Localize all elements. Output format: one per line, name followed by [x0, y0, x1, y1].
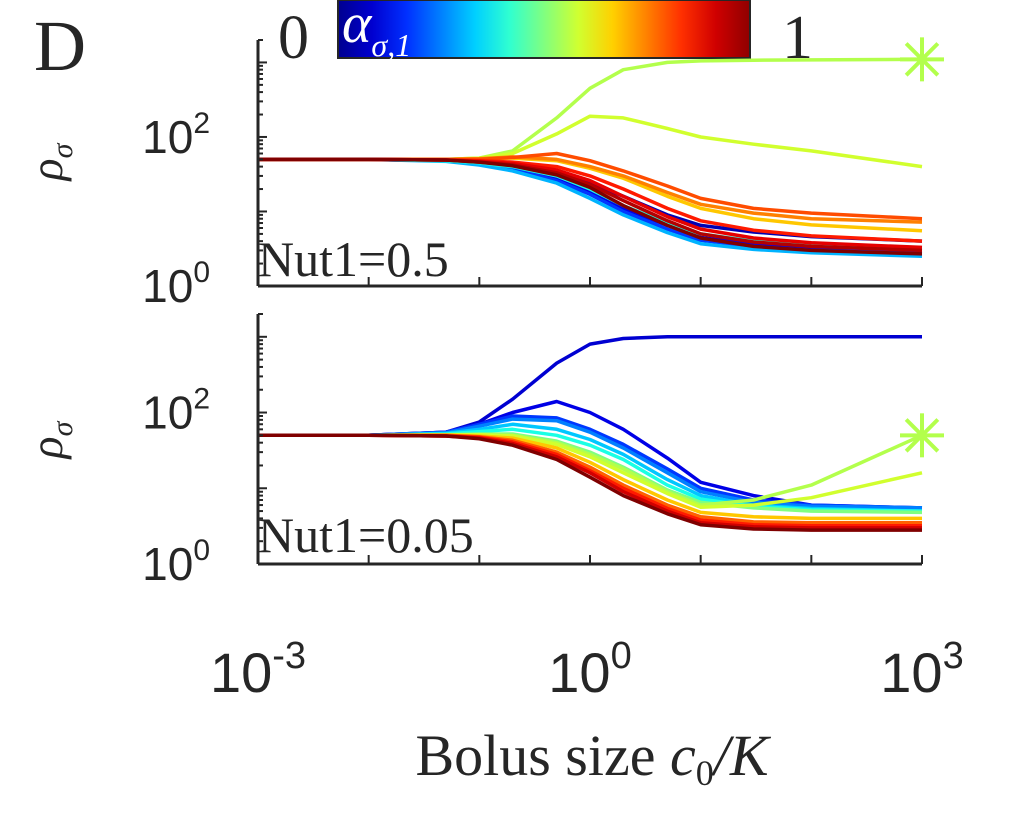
bottom-axes: [256, 313, 923, 566]
top-y-tick-label: 100: [142, 256, 210, 312]
top-y-tick-base: 10: [142, 111, 193, 163]
x-tick-base: 10: [210, 641, 272, 704]
colorbar-max-label: 1: [782, 4, 813, 72]
x-tick-exp: 3: [943, 635, 964, 677]
x-tick-base: 10: [548, 641, 610, 704]
top-series-line-14: [258, 157, 923, 256]
x-axis-label-math: c: [670, 723, 696, 788]
bottom-y-tick-base: 10: [142, 387, 193, 439]
top-y-tick-label: 102: [142, 107, 210, 163]
top-series-group: [258, 37, 944, 259]
top-y-tick-base: 10: [142, 260, 193, 312]
bottom-y-tick-base: 10: [142, 538, 193, 590]
x-tick-base: 10: [880, 641, 942, 704]
top-ylabel-main: ρ: [21, 158, 72, 182]
bottom-annotation: Nut1=0.05: [258, 507, 474, 563]
x-tick-label: 103: [880, 635, 963, 704]
colorbar-gradient: [337, 0, 751, 59]
x-tick-labels: 10-3 100 103: [210, 635, 964, 704]
x-axis-label-sub: 0: [696, 753, 714, 793]
bottom-series-line-14: [258, 433, 922, 532]
bottom-series-line-1: [258, 335, 922, 438]
bottom-y-tick-label: 102: [142, 383, 210, 439]
colorbar-label-main: α: [342, 0, 373, 55]
top-y-tick-exp: 0: [193, 256, 210, 289]
bottom-y-tick-exp: 2: [193, 383, 210, 416]
top-series-line-1: [258, 57, 923, 162]
bottom-y-tick-label: 100: [142, 534, 210, 590]
x-axis-label-rest: /K: [711, 723, 772, 788]
bottom-ylabel-sub: σ: [46, 420, 79, 436]
bottom-star-marker: [900, 413, 944, 458]
x-tick-exp: -3: [272, 635, 306, 677]
colorbar-min-label: 0: [278, 4, 309, 72]
colorbar-label-sub: σ,1: [371, 27, 411, 63]
panel-label: D: [34, 6, 86, 86]
x-axis-label-text: Bolus size: [415, 723, 670, 788]
bottom-y-tick-exp: 0: [193, 534, 210, 567]
x-axis-label: Bolus size c0/K: [415, 723, 771, 793]
top-ylabel-sub: σ: [46, 142, 79, 158]
colorbar-label: ασ,1: [342, 0, 411, 63]
x-tick-label: 100: [548, 635, 631, 704]
bottom-star-stroke-4: [904, 418, 940, 453]
bottom-ylabel-main: ρ: [21, 436, 72, 460]
bottom-series-group: [258, 335, 944, 532]
top-star-marker: [900, 37, 944, 82]
x-tick-exp: 0: [611, 635, 632, 677]
x-tick-label: 10-3: [210, 635, 306, 704]
top-y-axis-label: ρσ: [21, 142, 79, 182]
top-axes: [256, 39, 923, 288]
top-annotation: Nut1=0.5: [258, 231, 449, 287]
top-star-stroke-4: [904, 42, 940, 77]
bottom-y-axis-label: ρσ: [21, 420, 79, 460]
top-y-tick-exp: 2: [193, 107, 210, 140]
